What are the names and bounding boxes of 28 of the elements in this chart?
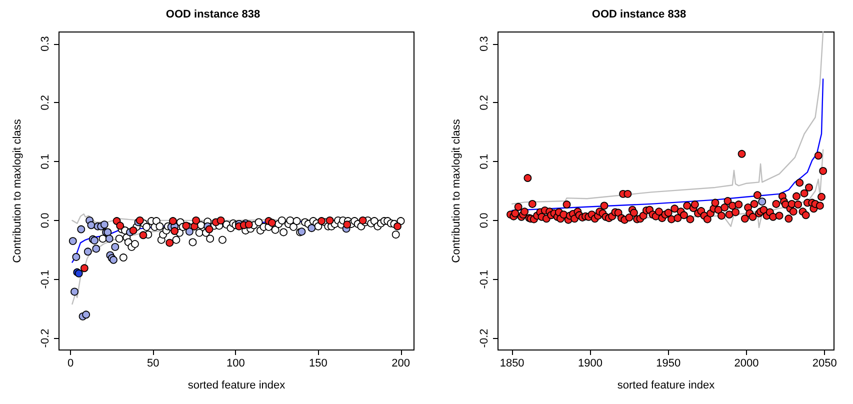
x-axis-title: sorted feature index — [188, 380, 286, 392]
x-tick-label: 1900 — [578, 358, 602, 370]
y-tick-label: -0.1 — [40, 270, 52, 289]
chart-title: OOD instance 838 — [592, 8, 686, 20]
y-tick-label: 0.0 — [40, 212, 52, 228]
y-tick-label: 0.3 — [478, 36, 490, 52]
y-axis-title: Contribution to maxlogit class — [450, 118, 462, 263]
x-axis-title: sorted feature index — [617, 380, 716, 392]
x-tick-label: 1950 — [656, 358, 681, 370]
x-tick-label: 2000 — [734, 358, 759, 370]
x-tick-label: 200 — [392, 358, 410, 370]
x-tick-label: 0 — [67, 358, 74, 370]
y-tick-label: 0.1 — [478, 154, 490, 170]
y-tick-label: 0.2 — [478, 95, 490, 110]
x-tick-label: 150 — [309, 358, 328, 370]
x-tick-label: 1850 — [500, 358, 524, 370]
chart-title: OOD instance 838 — [166, 8, 260, 20]
y-tick-label: -0.2 — [40, 328, 52, 348]
y-tick-label: 0.2 — [40, 95, 52, 110]
y-tick-label: 0.3 — [40, 36, 52, 52]
x-tick-label: 2050 — [812, 358, 837, 370]
y-tick-label: 0.0 — [478, 212, 490, 228]
y-axis-title: Contribution to maxlogit class — [12, 118, 24, 263]
y-tick-label: -0.1 — [478, 270, 490, 289]
y-tick-label: 0.1 — [40, 154, 52, 170]
y-tick-label: -0.2 — [478, 328, 490, 348]
x-tick-label: 100 — [226, 358, 245, 370]
x-tick-label: 50 — [146, 358, 160, 370]
